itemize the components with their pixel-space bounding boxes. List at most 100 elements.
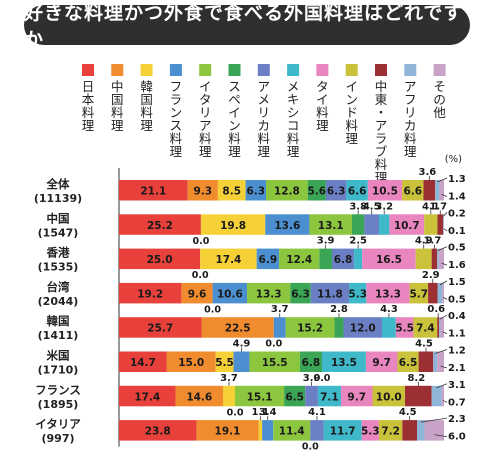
legend-label: その他 bbox=[433, 79, 446, 120]
legend-label: メキシコ料理 bbox=[287, 79, 300, 159]
data-label: 9.7 bbox=[372, 357, 391, 369]
data-label: 3.8 bbox=[349, 201, 367, 212]
bar-segment bbox=[397, 351, 419, 372]
data-label: 0.0 bbox=[227, 407, 244, 418]
category-label: 全体 bbox=[46, 177, 70, 191]
leader-line bbox=[439, 280, 448, 286]
category-count: (1535) bbox=[38, 261, 79, 274]
category-count: (1710) bbox=[38, 364, 79, 377]
legend-swatch bbox=[228, 64, 241, 76]
bar-segment bbox=[247, 282, 291, 304]
bar-segment bbox=[439, 317, 441, 338]
bar-segment bbox=[119, 420, 197, 441]
data-label: 5.5 bbox=[395, 323, 414, 335]
legend-swatch bbox=[433, 64, 446, 76]
legend-label: インド料理 bbox=[345, 79, 358, 146]
data-label: 3.7 bbox=[220, 373, 238, 384]
data-label: 13.3 bbox=[375, 288, 401, 300]
category-label: イタリア bbox=[35, 417, 81, 431]
leader-line bbox=[439, 314, 448, 320]
bar-segment bbox=[437, 214, 444, 235]
leader-line bbox=[434, 434, 448, 437]
data-label: 1.5 bbox=[448, 277, 466, 288]
data-label: 13.6 bbox=[274, 220, 300, 232]
data-label: 4.9 bbox=[233, 339, 251, 350]
category-label: 香港 bbox=[46, 246, 70, 260]
bar-segment bbox=[200, 248, 257, 270]
data-label: 10.5 bbox=[372, 186, 398, 198]
bar-segment bbox=[119, 385, 176, 407]
bar-segment bbox=[273, 420, 311, 441]
bar-segment bbox=[266, 180, 308, 201]
data-label: 0.5 bbox=[448, 294, 466, 305]
data-label: 10.6 bbox=[217, 288, 243, 300]
bar-segment bbox=[428, 282, 438, 304]
bar-segment bbox=[413, 317, 438, 338]
data-label: 6.8 bbox=[302, 357, 321, 369]
bar-segment bbox=[352, 214, 365, 235]
bar-segment bbox=[437, 248, 439, 270]
bar-segment bbox=[299, 351, 323, 372]
data-label: 4.1 bbox=[422, 201, 440, 212]
data-label: 21.1 bbox=[140, 186, 166, 198]
leader-line bbox=[435, 349, 448, 354]
bar-segment bbox=[349, 282, 367, 304]
data-label: 11.8 bbox=[317, 288, 343, 300]
bar-segment bbox=[354, 248, 363, 270]
data-label: 0.6 bbox=[427, 304, 445, 315]
legend-swatch bbox=[375, 64, 387, 76]
category-count: (997) bbox=[41, 432, 74, 445]
data-label: 1.3 bbox=[448, 174, 466, 185]
category-count: (1547) bbox=[38, 226, 79, 239]
data-label: 7.4 bbox=[416, 323, 435, 335]
data-label: 9.6 bbox=[188, 288, 207, 300]
bar-segment bbox=[437, 351, 444, 372]
data-label: 12.4 bbox=[286, 254, 312, 266]
bar-segment bbox=[424, 420, 444, 441]
data-label: 1.1 bbox=[251, 407, 269, 418]
legend-label: タイ料理 bbox=[316, 79, 329, 133]
data-label: 0.0 bbox=[192, 270, 209, 281]
data-label: 5.7 bbox=[410, 288, 429, 300]
data-label: 25.0 bbox=[147, 254, 173, 266]
category-count: (1895) bbox=[38, 398, 79, 411]
bar-segment bbox=[319, 248, 332, 270]
data-label: 25.2 bbox=[147, 220, 173, 232]
bar-segment bbox=[331, 248, 355, 270]
data-label: 1.7 bbox=[424, 236, 442, 247]
bar-segment bbox=[262, 420, 274, 441]
bar-segment bbox=[431, 385, 442, 407]
bar-segment bbox=[256, 248, 280, 270]
data-label: 3.9 bbox=[317, 236, 335, 247]
legend-swatch bbox=[169, 64, 182, 76]
data-label: 11.4 bbox=[279, 426, 305, 438]
legend-label: 中東・アラブ料理 bbox=[375, 79, 388, 185]
legend-swatch bbox=[287, 64, 300, 76]
data-label: 12.8 bbox=[274, 186, 300, 198]
bar-segment bbox=[245, 180, 267, 201]
bar-segment bbox=[322, 351, 366, 372]
data-label: 14.6 bbox=[186, 391, 212, 403]
category-count: (2044) bbox=[38, 295, 79, 308]
bar-segment bbox=[389, 214, 425, 235]
data-label: 6.5 bbox=[399, 357, 418, 369]
bar-segment bbox=[409, 282, 429, 304]
data-label: 5.5 bbox=[215, 357, 234, 369]
data-label: 15.5 bbox=[262, 357, 288, 369]
data-label: 0.0 bbox=[204, 304, 221, 315]
leader-line bbox=[442, 399, 448, 403]
category-label: フランス bbox=[35, 383, 81, 397]
leader-line bbox=[420, 417, 448, 423]
data-label: 17.4 bbox=[215, 254, 241, 266]
bar-segment bbox=[217, 180, 246, 201]
bar-segment bbox=[310, 420, 324, 441]
bar-segment bbox=[212, 282, 248, 304]
bar-segment bbox=[273, 317, 286, 338]
bar-segment bbox=[431, 248, 438, 270]
data-label: 9.7 bbox=[347, 391, 366, 403]
leader-line bbox=[443, 297, 448, 300]
bar-segment bbox=[365, 351, 398, 372]
bar-segment bbox=[200, 214, 266, 235]
data-label: 7.1 bbox=[320, 391, 339, 403]
